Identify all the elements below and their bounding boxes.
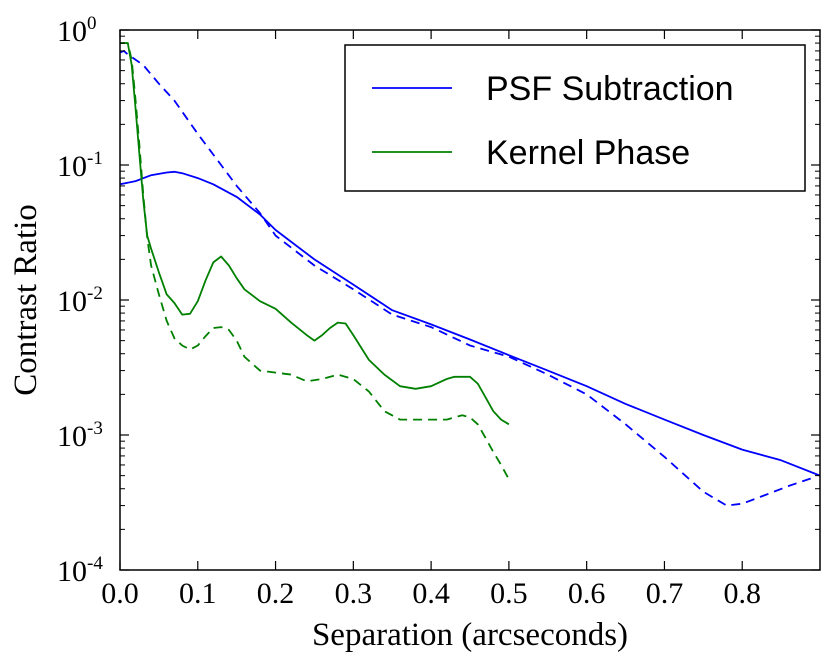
- y-tick-label-2: 10-2: [57, 283, 103, 318]
- x-axis-label: Separation (arcseconds): [312, 617, 628, 653]
- y-tick-label-4: 10-4: [57, 553, 103, 588]
- y-tick-label-1: 10-1: [57, 148, 103, 183]
- x-tick-label-7: 0.7: [646, 577, 684, 610]
- series-line-1: [119, 50, 813, 507]
- x-tick-label-6: 0.6: [568, 577, 606, 610]
- x-tick-label-0: 0.0: [101, 577, 139, 610]
- y-tick-label-0: 100: [57, 13, 97, 48]
- y-tick-label-3: 10-3: [57, 418, 103, 453]
- legend-label-0: PSF Subtraction: [486, 70, 734, 108]
- x-tick-label-2: 0.2: [257, 577, 295, 610]
- x-tick-label-5: 0.5: [490, 577, 528, 610]
- legend-label-2: Kernel Phase: [486, 134, 690, 172]
- legend: PSF Subtraction Kernel Phase: [344, 44, 806, 192]
- x-tick-label-1: 0.1: [179, 577, 217, 610]
- series-layer: [119, 42, 821, 507]
- x-tick-label-3: 0.3: [335, 577, 373, 610]
- ticks-layer: 0.0 0.1 0.2 0.3 0.4 0.5 0.6 0.7 0.8 100 10-1 10-2 10…: [57, 13, 820, 610]
- series-line-2: [120, 42, 510, 426]
- y-axis-label: Contrast Ratio: [8, 204, 44, 396]
- x-tick-label-8: 0.8: [723, 577, 761, 610]
- series-line-3: [120, 42, 510, 480]
- series-line-0: [119, 170, 821, 477]
- legend-box: [344, 44, 806, 192]
- x-tick-label-4: 0.4: [412, 577, 450, 610]
